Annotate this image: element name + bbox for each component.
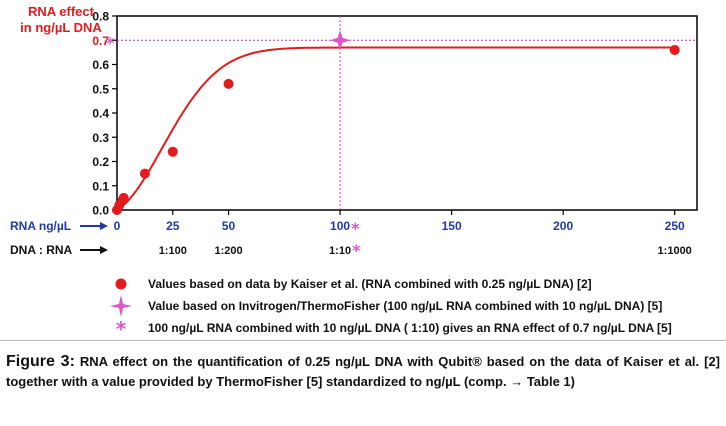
asterisk-icon: * (116, 317, 127, 339)
ratio-label: 1:10 (329, 245, 351, 257)
chart: 0.0 0.1 0.2 0.3 0.4 0.5 0.6 0.7 0.8 * 0 25 50 100 150 2… (10, 10, 698, 260)
x-axis-title: RNA ng/µL (10, 219, 71, 233)
x-tick-label: 250 (665, 219, 685, 233)
data-point-kaiser (167, 146, 178, 157)
y-tick-label: 0.0 (92, 204, 109, 218)
x-axis-arrow-head (100, 222, 108, 230)
x-tick-label: 50 (222, 219, 236, 233)
y-tick-label: 0.3 (92, 131, 109, 145)
y-tick-label: 0.2 (92, 155, 109, 169)
data-point-kaiser (118, 192, 129, 203)
ratio-label: 1:1000 (658, 245, 692, 257)
data-point-thermofisher (330, 30, 351, 51)
x-tick-label: 100 (330, 219, 350, 233)
data-point-kaiser (669, 44, 680, 55)
legend-label-thermofisher: Value based on Invitrogen/ThermoFisher (… (148, 299, 663, 313)
y-tick-label: 0.8 (92, 10, 109, 24)
caption-divider (0, 340, 726, 341)
y-tick-label: 0.5 (92, 82, 109, 96)
plot-frame (116, 15, 698, 211)
y-axis-title-line: in ng/µL DNA (20, 20, 102, 35)
figure-caption: Figure 3: RNA effect on the quantificati… (6, 352, 720, 392)
y-tick-label: 0.1 (92, 179, 109, 193)
y-tick-label: 0.6 (92, 58, 109, 72)
ratio-label: 1:100 (159, 245, 187, 257)
legend-label-asterisk: 100 ng/µL RNA combined with 10 ng/µL DNA… (148, 321, 672, 335)
y-axis-title: RNA effect in ng/µL DNA (6, 4, 116, 36)
ratio-asterisk-marker: * (352, 241, 361, 260)
data-point-kaiser (139, 168, 150, 179)
fit-curve (116, 46, 675, 211)
y-asterisk-marker: * (106, 33, 115, 52)
red-circle-icon (115, 278, 127, 290)
ratio-row-title: DNA : RNA (10, 243, 73, 257)
ratio-arrow-head (100, 246, 108, 254)
pink-star-icon (110, 295, 132, 317)
y-axis-title-line: RNA effect (28, 4, 94, 19)
x-tick-label: 0 (114, 219, 121, 233)
x-tick-label: 25 (166, 219, 180, 233)
x-tick-label: 150 (442, 219, 462, 233)
data-point-kaiser (223, 78, 234, 89)
y-tick-label: 0.4 (92, 107, 109, 121)
svg-text:*: * (116, 317, 127, 339)
x-tick-label: 200 (553, 219, 573, 233)
ratio-label: 1:200 (214, 245, 242, 257)
y-tick-label: 0.7 (92, 34, 109, 48)
caption-lead: Figure 3: (6, 353, 75, 370)
x-asterisk-marker: * (351, 219, 360, 238)
caption-text: RNA effect on the quantification of 0.25… (6, 354, 721, 389)
legend-label-kaiser: Values based on data by Kaiser et al. (R… (148, 277, 592, 291)
